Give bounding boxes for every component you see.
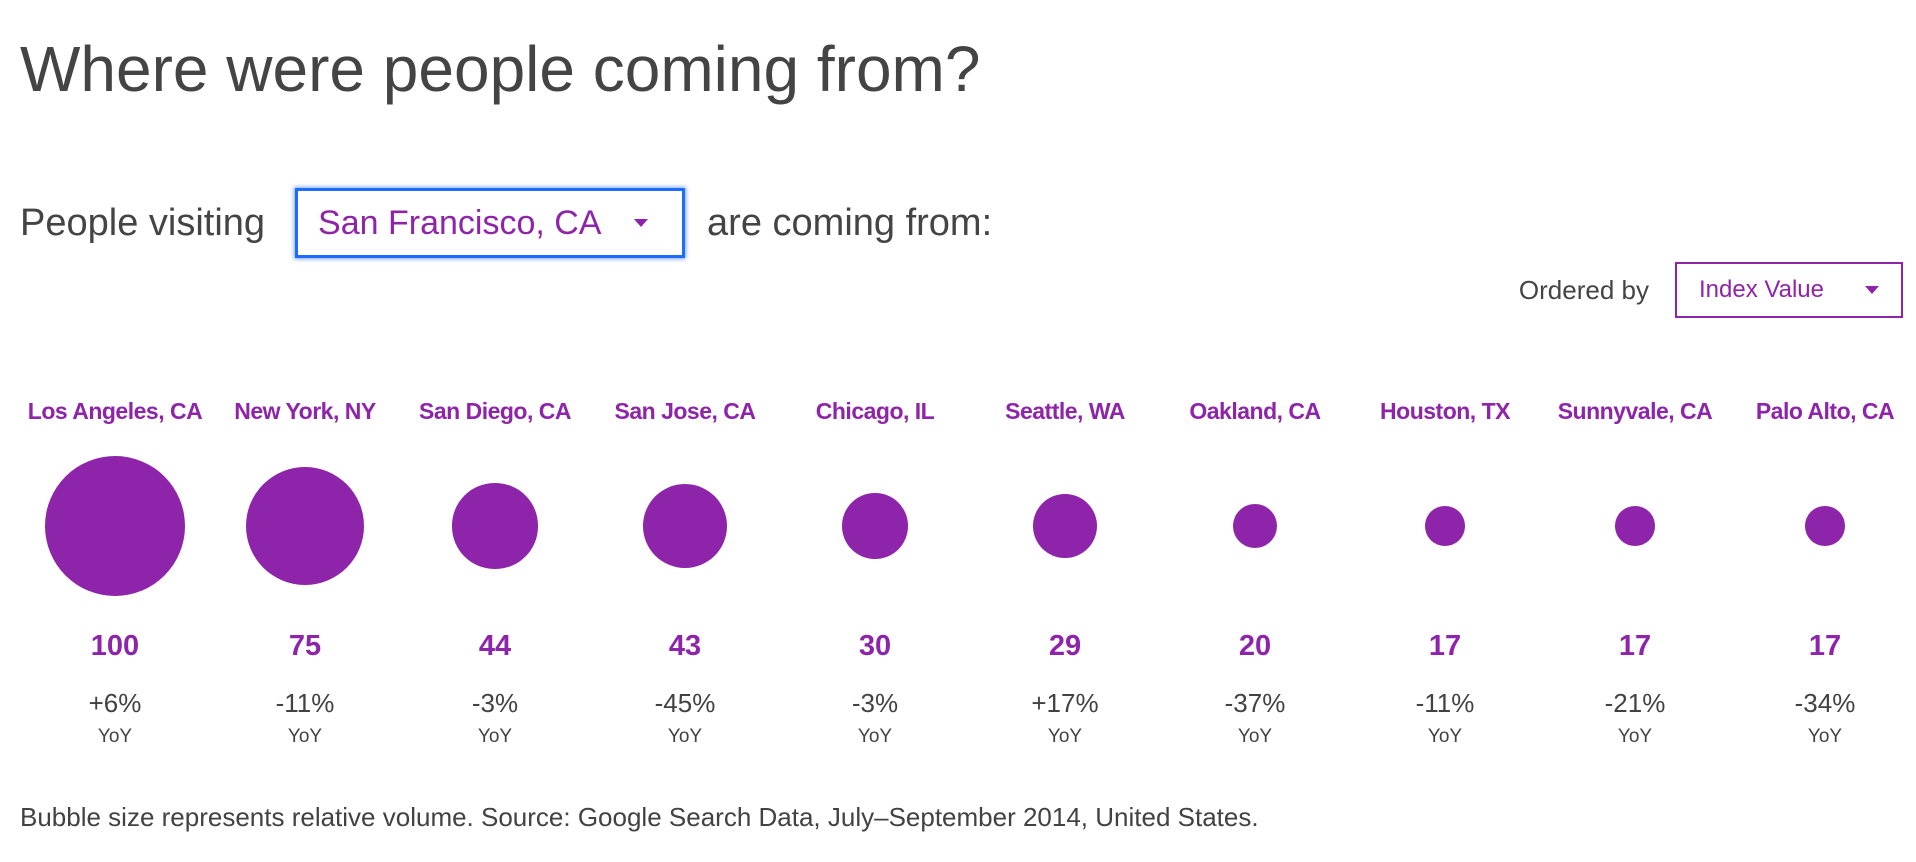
bubble-area <box>1540 456 1730 596</box>
chevron-down-icon <box>634 219 649 227</box>
city-name-label: San Diego, CA <box>419 398 571 424</box>
bubble-area <box>400 456 590 596</box>
city-column: Houston, TX 17 -11% YoY <box>1350 390 1540 770</box>
city-name-label: Palo Alto, CA <box>1755 398 1895 424</box>
yoy-change: +17% <box>1031 688 1099 718</box>
page-title: Where were people coming from? <box>20 33 981 105</box>
index-value: 75 <box>288 630 322 662</box>
city-name-label: Chicago, IL <box>815 398 935 424</box>
city-select[interactable]: San Francisco, CA <box>295 188 686 258</box>
volume-bubble <box>842 493 908 559</box>
yoy-change: -11% <box>1415 688 1475 718</box>
volume-bubble <box>643 484 727 568</box>
city-name-label: Sunnyvale, CA <box>1557 398 1713 424</box>
volume-bubble <box>45 456 185 596</box>
city-name-label: Los Angeles, CA <box>27 398 203 424</box>
bubble-area <box>780 456 970 596</box>
yoy-label: YoY <box>667 726 703 747</box>
yoy-label: YoY <box>1617 726 1653 747</box>
yoy-label: YoY <box>97 726 133 747</box>
chevron-down-icon <box>1865 286 1879 294</box>
order-select[interactable]: Index Value <box>1675 262 1903 318</box>
bubble-area <box>1730 456 1916 596</box>
visit-prefix-label: People visiting <box>20 201 266 244</box>
yoy-label: YoY <box>1047 726 1083 747</box>
volume-bubble <box>1805 506 1845 546</box>
ordering-row: Ordered by Index Value <box>1519 262 1903 318</box>
city-column: San Diego, CA 44 -3% YoY <box>400 390 590 770</box>
volume-bubble <box>1615 506 1655 546</box>
index-value: 29 <box>1048 630 1082 662</box>
yoy-change: -34% <box>1794 688 1856 718</box>
ordered-by-label: Ordered by <box>1518 274 1649 305</box>
order-select-value: Index Value <box>1699 276 1824 303</box>
yoy-change: -45% <box>654 688 716 718</box>
city-name-label: Houston, TX <box>1380 398 1510 424</box>
yoy-change: -3% <box>851 688 899 718</box>
yoy-change: -21% <box>1604 688 1666 718</box>
yoy-label: YoY <box>1427 726 1463 747</box>
city-column: Oakland, CA 20 -37% YoY <box>1160 390 1350 770</box>
city-column: Chicago, IL 30 -3% YoY <box>780 390 970 770</box>
visit-suffix-label: are coming from: <box>707 201 993 244</box>
city-column: Seattle, WA 29 +17% YoY <box>970 390 1160 770</box>
index-value: 20 <box>1238 630 1272 662</box>
yoy-change: -3% <box>471 688 519 718</box>
yoy-label: YoY <box>287 726 323 747</box>
yoy-change: -37% <box>1224 688 1286 718</box>
city-column: Palo Alto, CA 17 -34% YoY <box>1730 390 1916 770</box>
city-name-label: San Jose, CA <box>614 398 757 424</box>
city-name-label: New York, NY <box>234 398 376 424</box>
bubble-area <box>590 456 780 596</box>
city-column: San Jose, CA 43 -45% YoY <box>590 390 780 770</box>
city-column: Sunnyvale, CA 17 -21% YoY <box>1540 390 1730 770</box>
bubble-area <box>1350 456 1540 596</box>
yoy-label: YoY <box>1237 726 1273 747</box>
volume-bubble <box>1232 503 1278 549</box>
volume-bubble <box>1032 493 1098 559</box>
yoy-label: YoY <box>1807 726 1843 747</box>
bubble-area <box>1160 456 1350 596</box>
yoy-label: YoY <box>857 726 893 747</box>
city-name-label: Seattle, WA <box>1005 398 1125 424</box>
index-value: 17 <box>1808 630 1842 662</box>
index-value: 17 <box>1428 630 1462 662</box>
bubble-area <box>210 456 400 596</box>
index-value: 17 <box>1618 630 1652 662</box>
volume-bubble <box>1425 506 1465 546</box>
index-value: 43 <box>668 630 702 662</box>
yoy-change: -11% <box>275 688 335 718</box>
volume-bubble <box>452 483 538 569</box>
city-select-value: San Francisco, CA <box>318 203 602 242</box>
visit-filter-row: People visiting San Francisco, CA are co… <box>20 186 992 260</box>
yoy-change: +6% <box>88 688 142 718</box>
volume-bubble <box>245 466 365 586</box>
bubble-area <box>970 456 1160 596</box>
footnote: Bubble size represents relative volume. … <box>20 802 1259 832</box>
city-column: Los Angeles, CA 100 +6% YoY <box>20 390 210 770</box>
city-column: New York, NY 75 -11% YoY <box>210 390 400 770</box>
index-value: 44 <box>478 630 512 662</box>
index-value: 30 <box>858 630 892 662</box>
bubble-chart: Los Angeles, CA 100 +6% YoY New York, NY 75 -1… <box>20 390 1906 770</box>
bubble-area <box>20 456 210 596</box>
city-name-label: Oakland, CA <box>1189 398 1321 424</box>
index-value: 100 <box>90 630 140 662</box>
yoy-label: YoY <box>477 726 513 747</box>
